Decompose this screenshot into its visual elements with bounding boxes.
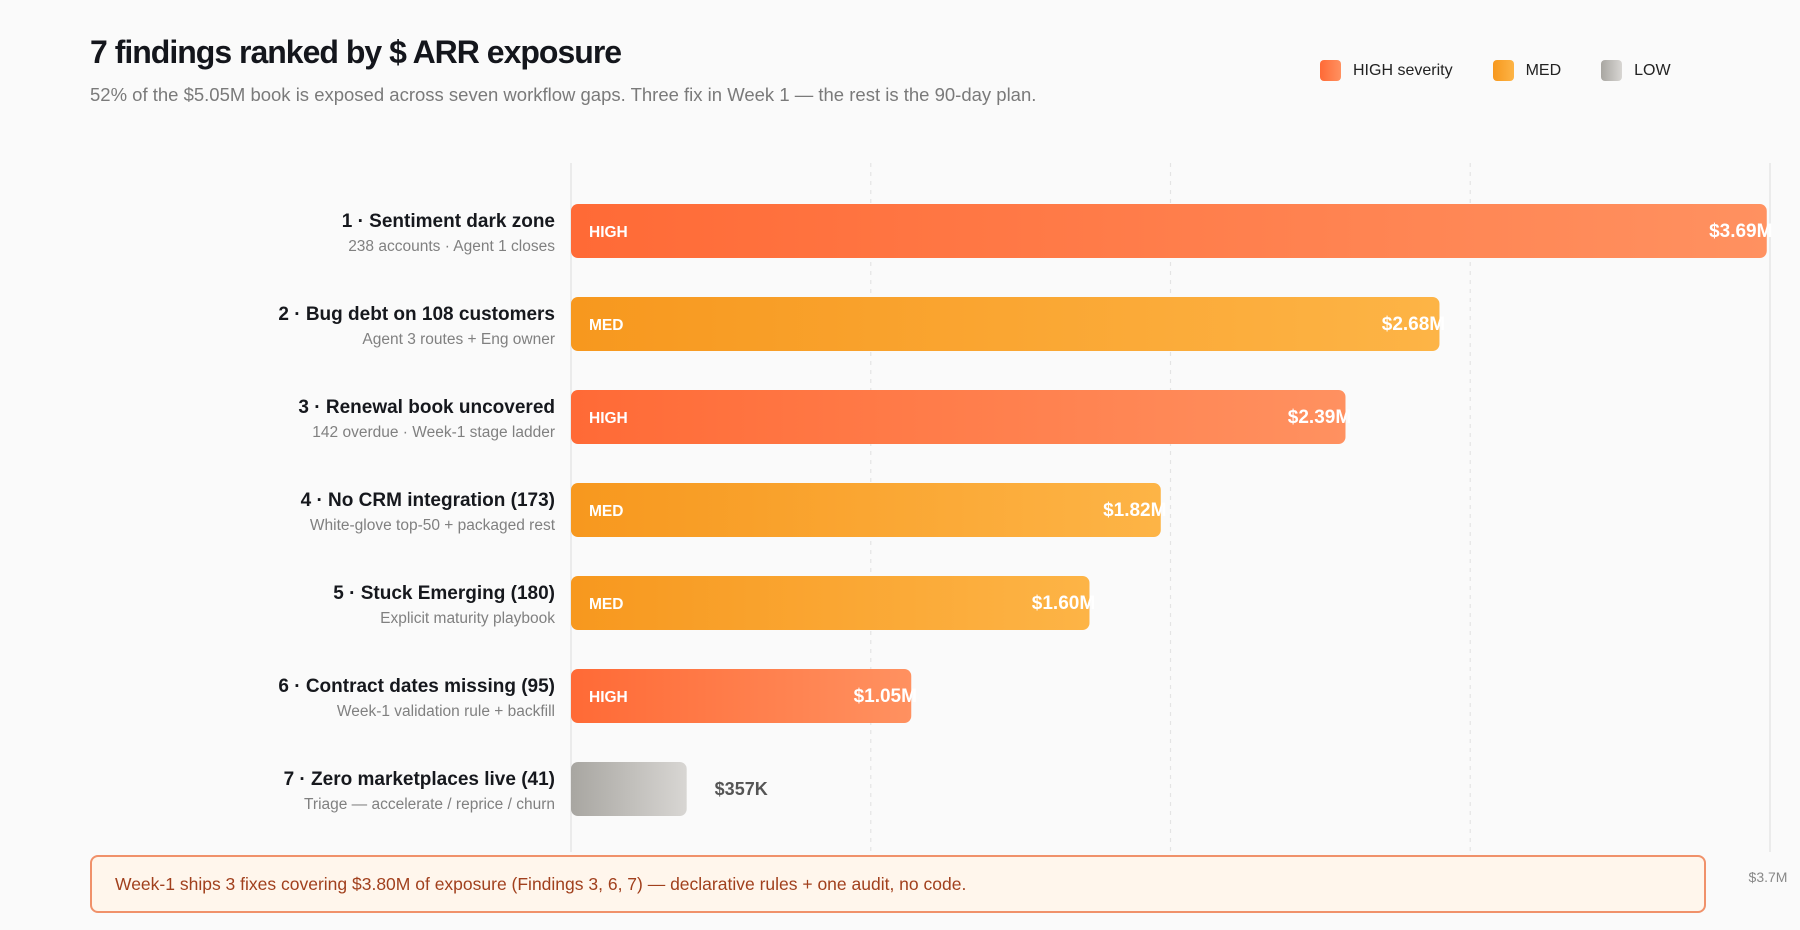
value-label: $1.05M [854, 686, 917, 707]
category-subtitle: Agent 3 routes + Eng owner [362, 331, 555, 348]
bar [571, 576, 1090, 630]
severity-badge: MED [589, 503, 623, 520]
severity-badge: HIGH [589, 410, 628, 427]
callout-text: Week-1 ships 3 fixes covering $3.80M of … [115, 873, 967, 894]
bar [571, 762, 687, 816]
bar [571, 669, 912, 723]
bar-row: 2 · Bug debt on 108 customers Agent 3 rou… [278, 297, 1445, 351]
severity-badge: HIGH [589, 689, 628, 706]
x-tick-label: $3.7M [1749, 869, 1788, 885]
value-label: $1.60M [1032, 593, 1095, 614]
bar [571, 390, 1346, 444]
category-label: 4 · No CRM integration (173) [301, 490, 555, 511]
legend-item-med: MED [1492, 60, 1562, 81]
value-label: $2.68M [1382, 314, 1445, 335]
page-title: 7 findings ranked by $ ARR exposure [90, 34, 622, 70]
week1-callout: Week-1 ships 3 fixes covering $3.80M of … [90, 855, 1706, 913]
page-subtitle: 52% of the $5.05M book is exposed across… [90, 84, 1037, 105]
value-label: $357K [715, 779, 768, 799]
category-subtitle: Triage — accelerate / reprice / churn [304, 796, 555, 813]
bar [571, 204, 1767, 258]
value-label: $1.82M [1103, 500, 1166, 521]
bar [571, 483, 1161, 537]
bar-row: 5 · Stuck Emerging (180) Explicit maturit… [333, 576, 1095, 630]
high-swatch-icon [1320, 60, 1341, 81]
low-swatch-icon [1601, 60, 1623, 81]
category-subtitle: White-glove top-50 + packaged rest [310, 517, 556, 534]
value-label: $2.39M [1288, 407, 1351, 428]
category-subtitle: Week-1 validation rule + backfill [337, 703, 555, 720]
category-label: 1 · Sentiment dark zone [342, 211, 555, 232]
category-subtitle: 238 accounts · Agent 1 closes [348, 238, 555, 255]
legend-item-high: HIGH severity [1320, 60, 1453, 81]
legend-label: HIGH severity [1353, 61, 1453, 79]
legend-label: MED [1525, 61, 1562, 79]
bar [571, 297, 1440, 351]
value-label: $3.69M [1709, 221, 1772, 242]
med-swatch-icon [1492, 60, 1514, 81]
severity-badge: MED [589, 317, 623, 334]
bar-row: 1 · Sentiment dark zone 238 accounts · Ag… [342, 204, 1772, 258]
legend-label: LOW [1634, 61, 1671, 79]
severity-badge: MED [589, 596, 623, 613]
bar-row: 7 · Zero marketplaces live (41) Triage — … [284, 762, 768, 816]
category-subtitle: 142 overdue · Week-1 stage ladder [312, 424, 555, 441]
category-subtitle: Explicit maturity playbook [380, 610, 555, 627]
legend: HIGH severity MED LOW [1320, 60, 1711, 81]
category-label: 2 · Bug debt on 108 customers [278, 304, 555, 325]
bar-row: 4 · No CRM integration (173) White-glove … [301, 483, 1166, 537]
severity-badge: HIGH [589, 224, 628, 241]
legend-item-low: LOW [1601, 60, 1671, 81]
bar-row: 6 · Contract dates missing (95) Week-1 va… [278, 669, 917, 723]
category-label: 7 · Zero marketplaces live (41) [284, 769, 555, 790]
category-label: 3 · Renewal book uncovered [298, 397, 555, 418]
bar-row: 3 · Renewal book uncovered 142 overdue · … [298, 390, 1351, 444]
category-label: 5 · Stuck Emerging (180) [333, 583, 555, 604]
category-label: 6 · Contract dates missing (95) [278, 676, 555, 697]
